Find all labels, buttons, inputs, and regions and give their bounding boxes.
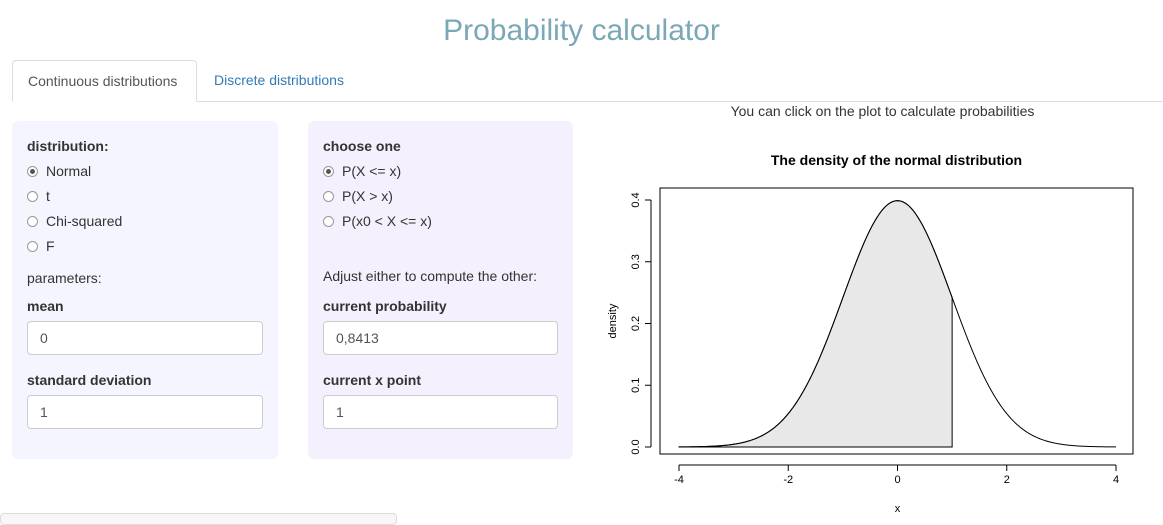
radio-f[interactable]: F bbox=[27, 236, 55, 256]
parameters-label: parameters: bbox=[27, 270, 102, 286]
y-tick-label: 0.3 bbox=[630, 254, 642, 269]
radio-label: P(X > x) bbox=[342, 188, 393, 204]
y-tick-label: 0.4 bbox=[630, 192, 642, 207]
y-tick-label: 0.2 bbox=[630, 316, 642, 331]
radio-button-icon[interactable] bbox=[323, 190, 334, 202]
radio-chi-squared[interactable]: Chi-squared bbox=[27, 211, 122, 231]
radio-label: t bbox=[46, 188, 50, 204]
radio-label: P(X <= x) bbox=[342, 163, 402, 179]
y-axis-label: density bbox=[607, 303, 619, 338]
y-tick-label: 0.1 bbox=[630, 378, 642, 393]
page-title: Probability calculator bbox=[443, 14, 720, 47]
mean-label: mean bbox=[27, 298, 64, 314]
chart-title: The density of the normal distribution bbox=[771, 152, 1022, 168]
sd-label: standard deviation bbox=[27, 372, 152, 388]
x-tick-label: -4 bbox=[674, 474, 684, 486]
radio-button-icon[interactable] bbox=[27, 165, 38, 177]
radio-p-gt-x[interactable]: P(X > x) bbox=[323, 186, 393, 206]
shaded-probability-area bbox=[678, 200, 953, 448]
x-tick-label: -2 bbox=[783, 474, 793, 486]
current-x-input[interactable]: 1 bbox=[323, 395, 558, 429]
radio-button-icon[interactable] bbox=[27, 215, 38, 227]
radio-label: F bbox=[46, 238, 55, 254]
x-tick-label: 4 bbox=[1113, 474, 1119, 486]
y-tick-label: 0.0 bbox=[630, 439, 642, 454]
x-tick-label: 2 bbox=[1004, 474, 1010, 486]
radio-button-icon[interactable] bbox=[323, 215, 334, 227]
radio-p-le-x[interactable]: P(X <= x) bbox=[323, 161, 401, 181]
radio-label: Normal bbox=[46, 163, 92, 179]
x-tick-label: 0 bbox=[894, 474, 900, 486]
choose-one-label: choose one bbox=[323, 138, 401, 154]
radio-button-icon[interactable] bbox=[323, 165, 334, 177]
radio-label: Chi-squared bbox=[46, 213, 123, 229]
radio-t[interactable]: t bbox=[27, 186, 50, 206]
plot-hint: You can click on the plot to calculate p… bbox=[730, 103, 1035, 119]
tab-continuous-distributions[interactable]: Continuous distributions bbox=[12, 60, 197, 102]
sd-input[interactable]: 1 bbox=[27, 395, 263, 429]
mean-input[interactable]: 0 bbox=[27, 321, 263, 355]
bottom-scroll-bar[interactable] bbox=[0, 513, 397, 525]
radio-p-between[interactable]: P(x0 < X <= x) bbox=[323, 211, 432, 231]
tab-bar: Continuous distributions Discrete distri… bbox=[12, 60, 1163, 102]
distribution-label: distribution: bbox=[27, 138, 109, 154]
plot-frame bbox=[659, 187, 1134, 455]
current-probability-label: current probability bbox=[323, 298, 447, 314]
density-plot[interactable]: The density of the normal distribution -4… bbox=[596, 140, 1156, 519]
x-axis-label: x bbox=[895, 503, 901, 515]
distribution-panel: distribution: Normal t Chi-squared F par… bbox=[12, 121, 278, 459]
radio-label: P(x0 < X <= x) bbox=[342, 213, 432, 229]
probability-panel: choose one P(X <= x) P(X > x) P(x0 < X <… bbox=[308, 121, 573, 459]
radio-normal[interactable]: Normal bbox=[27, 161, 91, 181]
adjust-text: Adjust either to compute the other: bbox=[323, 268, 538, 284]
radio-button-icon[interactable] bbox=[27, 240, 38, 252]
current-x-label: current x point bbox=[323, 372, 422, 388]
density-curve bbox=[678, 200, 1117, 448]
current-probability-input[interactable]: 0,8413 bbox=[323, 321, 558, 355]
radio-button-icon[interactable] bbox=[27, 190, 38, 202]
tab-discrete-distributions[interactable]: Discrete distributions bbox=[214, 72, 344, 88]
